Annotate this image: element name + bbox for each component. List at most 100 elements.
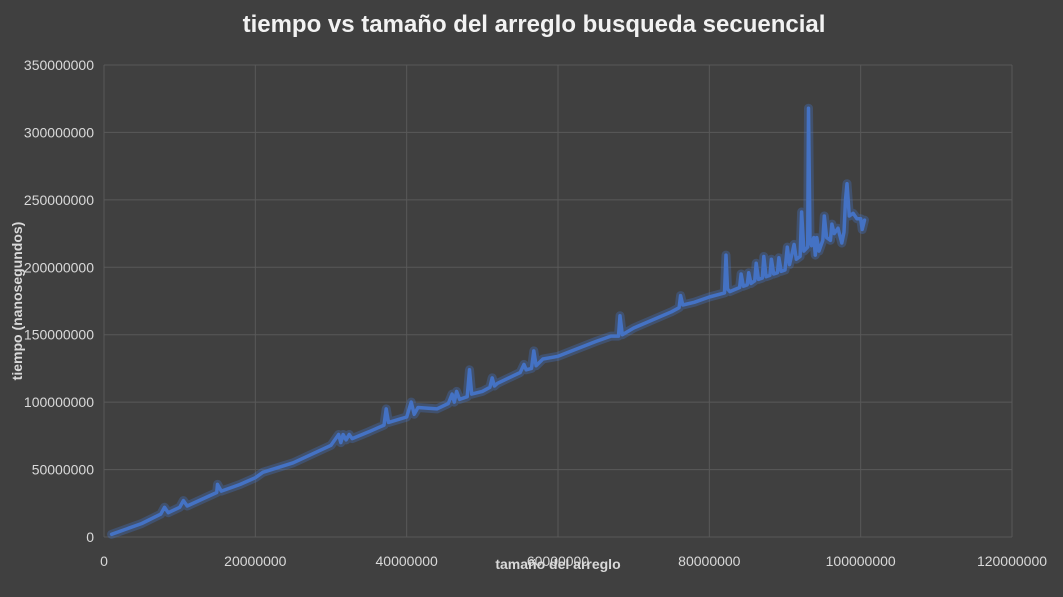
data-point xyxy=(329,443,333,447)
grid xyxy=(103,64,1013,538)
data-point xyxy=(802,249,806,253)
data-point xyxy=(847,214,851,218)
data-point xyxy=(617,334,621,338)
data-point xyxy=(163,505,167,509)
data-point xyxy=(534,364,538,368)
data-point xyxy=(556,354,560,358)
data-point xyxy=(159,512,163,516)
data-point xyxy=(753,279,757,283)
data-point xyxy=(722,291,726,295)
data-point xyxy=(855,217,859,221)
y-tick-label: 100000000 xyxy=(24,394,94,410)
data-point xyxy=(341,433,345,437)
x-tick-label: 80000000 xyxy=(678,553,741,569)
data-point xyxy=(812,236,816,240)
data-point xyxy=(490,376,494,380)
data-point xyxy=(110,532,114,536)
data-point xyxy=(724,253,728,257)
data-point xyxy=(467,368,471,372)
data-point xyxy=(679,294,683,298)
y-tick-label: 150000000 xyxy=(24,327,94,343)
data-point xyxy=(860,228,864,232)
chart-title: tiempo vs tamaño del arreglo busqueda se… xyxy=(243,11,826,38)
data-point xyxy=(692,300,696,304)
data-point xyxy=(219,489,223,493)
data-point xyxy=(450,392,454,396)
data-point xyxy=(344,438,348,442)
data-point xyxy=(495,381,499,385)
data-point xyxy=(435,407,439,411)
data-point xyxy=(762,254,766,258)
data-point xyxy=(215,490,219,494)
x-tick-label: 120000000 xyxy=(977,553,1047,569)
x-tick-label: 60000000 xyxy=(527,553,590,569)
data-point xyxy=(178,505,182,509)
data-point xyxy=(231,485,235,489)
series-line xyxy=(109,106,867,537)
data-point xyxy=(465,395,469,399)
data-point xyxy=(825,236,829,240)
data-point xyxy=(524,368,528,372)
data-point xyxy=(817,249,821,253)
data-point xyxy=(216,482,219,486)
y-tick-label: 200000000 xyxy=(24,259,94,275)
data-point xyxy=(382,423,386,427)
data-point xyxy=(384,407,388,411)
data-point xyxy=(822,214,826,218)
data-point xyxy=(745,283,749,287)
data-point xyxy=(844,198,848,202)
data-point xyxy=(522,362,526,366)
data-point xyxy=(707,295,711,299)
data-point xyxy=(412,412,416,416)
data-point xyxy=(859,217,863,221)
data-point xyxy=(253,476,257,480)
data-point xyxy=(670,310,673,314)
data-point xyxy=(813,253,817,257)
data-point xyxy=(768,273,772,277)
data-point xyxy=(470,392,474,396)
data-point xyxy=(821,238,825,242)
data-point xyxy=(836,226,840,230)
data-point xyxy=(618,314,622,318)
data-point xyxy=(779,269,783,273)
data-point xyxy=(725,287,729,291)
data-point xyxy=(140,522,144,526)
data-point xyxy=(620,333,624,337)
data-point xyxy=(409,400,413,404)
data-point xyxy=(405,415,409,419)
data-point xyxy=(777,256,781,260)
y-tick-label: 50000000 xyxy=(32,462,95,478)
data-point xyxy=(339,441,343,445)
data-point xyxy=(764,275,768,279)
y-tick-label: 300000000 xyxy=(24,124,94,140)
data-point xyxy=(347,433,351,437)
data-point xyxy=(792,242,796,246)
data-point xyxy=(532,349,536,353)
data-point xyxy=(455,389,459,393)
data-point xyxy=(832,232,836,236)
data-point xyxy=(808,238,812,242)
data-point xyxy=(416,406,420,410)
data-point xyxy=(791,249,795,253)
data-point xyxy=(518,370,522,374)
data-point xyxy=(757,277,761,281)
y-tick-label: 0 xyxy=(86,529,94,545)
data-point xyxy=(728,290,732,294)
data-point xyxy=(632,326,636,330)
data-point xyxy=(862,218,866,222)
y-axis-title: tiempo (nanosegundos) xyxy=(9,222,25,381)
x-axis-title: tamaño del arreglo xyxy=(495,556,620,572)
data-point xyxy=(851,211,855,215)
data-point xyxy=(769,257,773,261)
data-point xyxy=(166,511,170,515)
data-point xyxy=(788,263,792,267)
data-point xyxy=(809,244,813,248)
data-point xyxy=(800,210,804,214)
y-axis-ticks: 0 50000000 100000000 150000000 200000000 2500… xyxy=(24,57,94,545)
data-point xyxy=(185,504,189,508)
data-point xyxy=(446,401,450,405)
data-point xyxy=(350,437,354,441)
data-point xyxy=(739,272,743,276)
